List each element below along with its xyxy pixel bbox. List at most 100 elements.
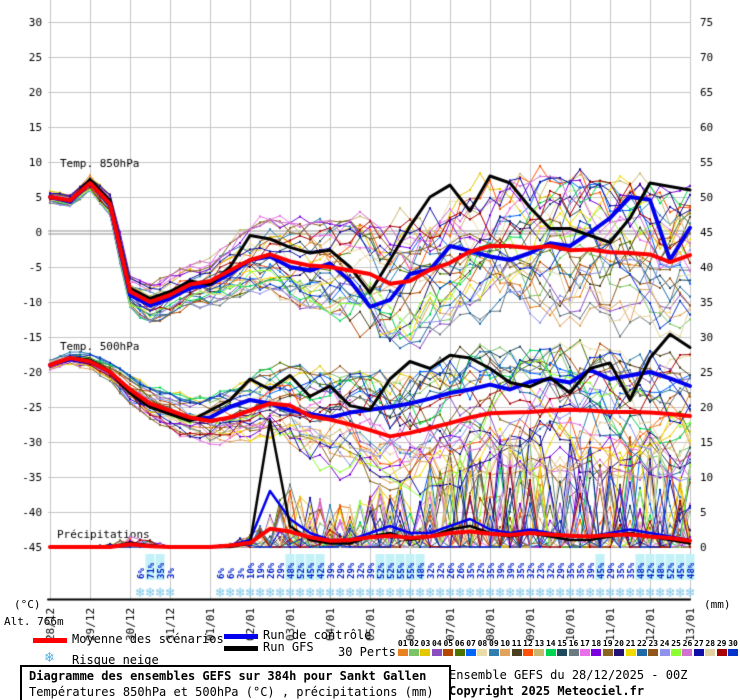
pert-number: 12 bbox=[523, 639, 533, 648]
pert-swatch bbox=[728, 649, 739, 656]
pert-swatch bbox=[488, 649, 499, 656]
pert-cell: 09 bbox=[488, 639, 499, 656]
pert-number: 01 bbox=[397, 639, 408, 648]
pert-number: 11 bbox=[511, 639, 522, 648]
pert-cell: 22 bbox=[636, 639, 647, 656]
pert-swatch bbox=[431, 649, 442, 656]
pert-number: 22 bbox=[637, 639, 647, 648]
pert-cell: 11 bbox=[511, 639, 522, 656]
diagram-title: Diagramme des ensembles GEFS sur 384h po… bbox=[29, 669, 427, 683]
mean-line-swatch bbox=[33, 638, 67, 643]
pert-cell: 27 bbox=[693, 639, 704, 656]
pert-cell: 30 bbox=[727, 639, 739, 656]
pert-swatch bbox=[420, 649, 431, 656]
pert-cell: 03 bbox=[420, 639, 431, 656]
pert-swatch bbox=[602, 649, 613, 656]
pert-cell: 24 bbox=[659, 639, 670, 656]
pert-number: 16 bbox=[568, 639, 579, 648]
pert-swatch bbox=[545, 649, 556, 656]
pert-swatch bbox=[659, 649, 670, 656]
pert-swatch bbox=[511, 649, 522, 656]
pert-number: 08 bbox=[477, 639, 488, 648]
pert-swatch bbox=[625, 649, 636, 656]
right-axis-unit-label: (mm) bbox=[704, 598, 731, 611]
pert-swatch bbox=[454, 649, 465, 656]
pert-cell: 07 bbox=[465, 639, 477, 656]
pert-cell: 05 bbox=[443, 639, 454, 656]
pert-number: 06 bbox=[454, 639, 465, 648]
station-altitude-label: Alt. 766m bbox=[4, 615, 64, 628]
pert-number: 05 bbox=[443, 639, 454, 648]
pert-number: 19 bbox=[602, 639, 613, 648]
pert-swatch bbox=[636, 649, 647, 656]
pert-number: 23 bbox=[648, 639, 659, 648]
pert-cell: 12 bbox=[522, 639, 533, 656]
pert-number: 03 bbox=[420, 639, 431, 648]
pert-number: 02 bbox=[409, 639, 419, 648]
gfs-line-swatch bbox=[224, 646, 258, 651]
pert-number: 14 bbox=[545, 639, 556, 648]
pert-number: 09 bbox=[489, 639, 499, 648]
pert-number: 28 bbox=[705, 639, 716, 648]
pert-cell: 15 bbox=[556, 639, 568, 656]
pert-swatch bbox=[409, 649, 420, 656]
pert-swatch bbox=[716, 649, 727, 656]
legend-gfs-label: Run GFS bbox=[263, 640, 314, 654]
pert-swatch bbox=[557, 649, 568, 656]
pert-cell: 06 bbox=[454, 639, 465, 656]
pert-swatch bbox=[579, 649, 590, 656]
pert-number: 26 bbox=[682, 639, 693, 648]
control-line-swatch bbox=[224, 634, 258, 639]
pert-number: 24 bbox=[659, 639, 670, 648]
pert-cell: 02 bbox=[408, 639, 420, 656]
pert-swatch bbox=[648, 649, 659, 656]
pert-swatch bbox=[443, 649, 454, 656]
pert-cell: 10 bbox=[500, 639, 511, 656]
left-axis-unit-label: (°C) bbox=[14, 598, 41, 611]
pert-cell: 04 bbox=[431, 639, 442, 656]
pert-number: 20 bbox=[614, 639, 624, 648]
pert-number: 13 bbox=[534, 639, 545, 648]
pert-cell: 13 bbox=[534, 639, 545, 656]
copyright-label: Copyright 2025 Meteociel.fr bbox=[449, 684, 645, 698]
pert-swatch bbox=[591, 649, 602, 656]
pert-cell: 08 bbox=[477, 639, 488, 656]
perturbation-color-strip: 01 02 03 04 05 06 07 08 09 10 11 12 13 14 15 16 17 18 19 20… bbox=[397, 639, 739, 656]
pert-swatch bbox=[568, 649, 579, 656]
pert-cell: 21 bbox=[625, 639, 636, 656]
pert-swatch bbox=[671, 649, 682, 656]
pert-swatch bbox=[705, 649, 716, 656]
legend-control-label: Run de contrôle bbox=[263, 628, 372, 642]
pert-cell: 26 bbox=[682, 639, 693, 656]
pert-cell: 19 bbox=[602, 639, 613, 656]
pert-number: 27 bbox=[694, 639, 704, 648]
pert-swatch bbox=[614, 649, 625, 656]
pert-cell: 01 bbox=[397, 639, 408, 656]
pert-number: 18 bbox=[591, 639, 602, 648]
snowflake-icon: ❄ bbox=[45, 648, 55, 666]
pert-number: 15 bbox=[557, 639, 567, 648]
pert-number: 17 bbox=[580, 639, 590, 648]
pert-number: 29 bbox=[716, 639, 727, 648]
title-box: Diagramme des ensembles GEFS sur 384h po… bbox=[20, 665, 451, 700]
pert-cell: 25 bbox=[670, 639, 682, 656]
pert-cell: 16 bbox=[568, 639, 579, 656]
pert-cell: 28 bbox=[705, 639, 716, 656]
pert-number: 07 bbox=[466, 639, 476, 648]
pert-number: 30 bbox=[728, 639, 738, 648]
pert-number: 25 bbox=[671, 639, 681, 648]
pert-number: 21 bbox=[625, 639, 636, 648]
diagram-subtitle: Températures 850hPa et 500hPa (°C) , pré… bbox=[29, 685, 434, 699]
perturbations-count-label: 30 Perts. bbox=[338, 645, 404, 659]
pert-cell: 29 bbox=[716, 639, 727, 656]
pert-swatch bbox=[397, 649, 408, 656]
pert-swatch bbox=[682, 649, 693, 656]
pert-swatch bbox=[534, 649, 545, 656]
pert-swatch bbox=[522, 649, 533, 656]
legend-mean-label: Moyenne des scénarios bbox=[72, 632, 224, 646]
pert-cell: 20 bbox=[613, 639, 625, 656]
pert-number: 04 bbox=[432, 639, 442, 648]
pert-swatch bbox=[466, 649, 477, 656]
